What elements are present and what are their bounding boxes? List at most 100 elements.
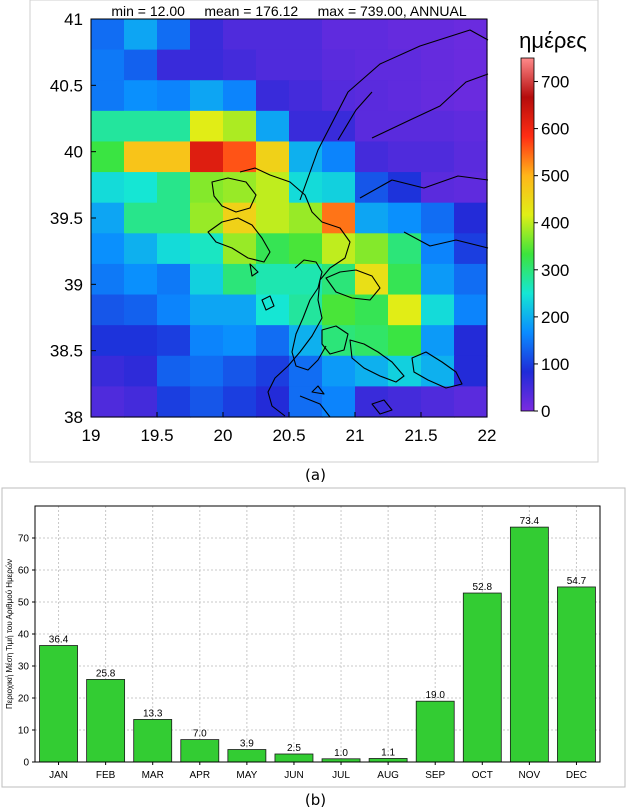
- heatmap-cell: [223, 141, 257, 173]
- figure-a-frame: [29, 0, 599, 463]
- colorbar-label: ημέρες: [519, 28, 587, 53]
- heatmap-cell: [454, 386, 488, 418]
- heatmap-cell: [256, 202, 290, 234]
- heatmap-cell: [124, 386, 158, 418]
- map-title: min = 12.00 mean = 176.12 max = 739.00, …: [111, 3, 466, 19]
- heatmap-cell: [157, 172, 191, 204]
- heatmap-cell: [355, 80, 389, 112]
- bar: [415, 700, 455, 763]
- heatmap-cell: [91, 19, 125, 51]
- coastline-overlay: [207, 29, 489, 418]
- y-tick-label: 10: [18, 726, 30, 737]
- heatmap-cell: [91, 110, 125, 143]
- bar: [274, 753, 314, 763]
- heatmap-cell: [124, 202, 158, 234]
- heatmap-cell: [388, 110, 422, 143]
- heatmap-cell: [454, 141, 488, 173]
- colorbar-tick-label: 0: [541, 402, 550, 421]
- bar-value-label: 52.8: [473, 582, 493, 593]
- heatmap-cell: [190, 233, 224, 265]
- heatmap-cell: [454, 325, 488, 357]
- annual-heatmap-figure: min = 12.00 mean = 176.12 max = 739.00, …: [29, 0, 599, 463]
- y-tick-label: 40: [64, 143, 83, 162]
- map-x-ticks: 19 19.5 20 20.5 21 21.5 22: [82, 412, 496, 445]
- heatmap-cell: [388, 294, 422, 326]
- y-tick-label: 60: [18, 566, 30, 577]
- heatmap-cell: [256, 325, 290, 357]
- heatmap-cell: [91, 355, 125, 387]
- heatmap-cell: [289, 263, 323, 296]
- heatmap-cell: [454, 202, 488, 234]
- heatmap-cell: [157, 263, 191, 296]
- bar-value-label: 13.3: [143, 708, 163, 719]
- heatmap-cell: [421, 110, 455, 143]
- heatmap-cell: [124, 325, 158, 357]
- heatmap-cell: [190, 263, 224, 296]
- heatmap-cell: [256, 110, 290, 143]
- heatmap-cell: [322, 202, 356, 234]
- caption-b: (b): [304, 791, 327, 809]
- heatmap-cell: [190, 355, 224, 387]
- heatmap-cell: [355, 110, 389, 143]
- heatmap-cell: [322, 233, 356, 265]
- bar-value-label: 2.5: [287, 743, 301, 754]
- heatmap-cell: [454, 233, 488, 265]
- heatmap-cell: [190, 325, 224, 357]
- heatmap-cell: [421, 80, 455, 112]
- y-tick-label: 39: [64, 275, 83, 294]
- heatmap-cell: [454, 263, 488, 296]
- heatmap-cell: [157, 233, 191, 265]
- heatmap-cell: [388, 80, 422, 112]
- y-tick-label: 50: [18, 598, 30, 609]
- heatmap-cell: [91, 294, 125, 326]
- heatmap-cell: [256, 172, 290, 204]
- heatmap-cell: [322, 110, 356, 143]
- bar: [39, 645, 78, 763]
- heatmap-cell: [157, 141, 191, 173]
- x-tick-label: AUG: [377, 770, 399, 781]
- x-tick-label: JUL: [332, 770, 350, 781]
- bar: [509, 526, 549, 763]
- heatmap-cell: [355, 49, 389, 81]
- heatmap-cell: [322, 49, 356, 81]
- heatmap-cell: [157, 355, 191, 387]
- heatmap-cell: [91, 49, 125, 81]
- y-tick-label: 40: [18, 630, 30, 641]
- heatmap-cell: [223, 325, 257, 357]
- x-tick-label: FEB: [96, 770, 116, 781]
- x-tick-label: 21.5: [404, 426, 437, 445]
- heatmap-cell: [157, 110, 191, 143]
- heatmap-cell: [190, 172, 224, 204]
- heatmap-cell: [223, 294, 257, 326]
- y-tick-label: 20: [18, 694, 30, 705]
- y-tick-label: 39.5: [50, 209, 83, 228]
- heatmap-cell: [322, 172, 356, 204]
- colorbar: [520, 57, 535, 412]
- heatmap-cell: [190, 19, 224, 51]
- heatmap-cell: [388, 233, 422, 265]
- bar-value-label: 54.7: [567, 576, 587, 587]
- heatmap-cell: [124, 233, 158, 265]
- bar-value-label: 7.0: [193, 729, 207, 740]
- bar-value-label: 3.9: [240, 739, 254, 750]
- y-tick-label: 70: [18, 534, 30, 545]
- heatmap-cell: [256, 80, 290, 112]
- bars: [39, 526, 596, 763]
- caption-a: (a): [305, 466, 326, 484]
- heatmap-cell: [454, 172, 488, 204]
- heatmap-cell: [322, 294, 356, 326]
- x-tick-label: 21: [346, 426, 365, 445]
- x-tick-label: MAY: [236, 770, 257, 781]
- heatmap-cell: [124, 294, 158, 326]
- heatmap-cell: [322, 141, 356, 173]
- heatmap-cell: [355, 233, 389, 265]
- bar-value-label: 1.0: [334, 748, 348, 759]
- heatmap-cell: [355, 386, 389, 418]
- heatmap-cell: [322, 355, 356, 387]
- bar: [557, 586, 596, 763]
- heatmap-cell: [91, 325, 125, 357]
- heatmap-cell: [289, 49, 323, 81]
- heatmap-cell: [190, 386, 224, 418]
- heatmap-cell: [421, 355, 455, 387]
- heatmap-cell: [256, 233, 290, 265]
